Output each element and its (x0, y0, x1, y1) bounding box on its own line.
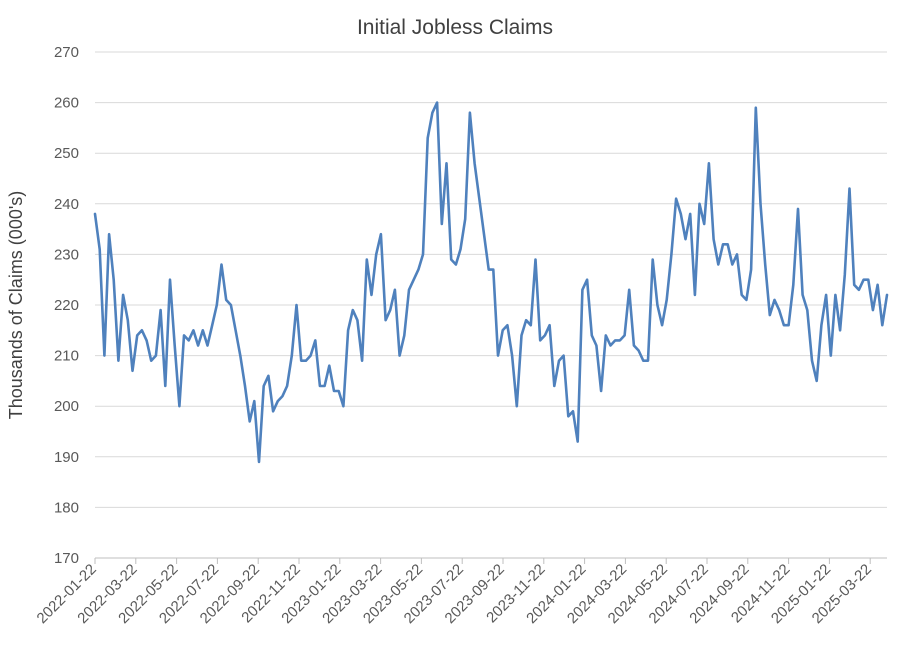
y-axis-label: Thousands of Claims (000's) (6, 191, 26, 420)
y-tick-label: 250 (54, 145, 79, 162)
series-points (94, 102, 888, 462)
axes (94, 557, 887, 564)
gridlines (95, 51, 887, 508)
y-tick-label: 260 (54, 95, 79, 112)
y-tick-label: 170 (54, 550, 79, 567)
series-layer (93, 101, 889, 464)
chart-title: Initial Jobless Claims (357, 16, 553, 39)
y-tick-label: 190 (54, 449, 79, 466)
y-tick-label: 210 (54, 348, 79, 365)
y-tick-label: 270 (54, 44, 79, 61)
labels: Initial Jobless Claims Thousands of Clai… (6, 16, 875, 627)
y-tick-label: 220 (54, 297, 79, 314)
y-tick-label: 200 (54, 398, 79, 415)
y-tick-label: 230 (54, 246, 79, 263)
y-tick-label: 180 (54, 499, 79, 516)
series-line (93, 101, 889, 464)
y-tick-label: 240 (54, 196, 79, 213)
